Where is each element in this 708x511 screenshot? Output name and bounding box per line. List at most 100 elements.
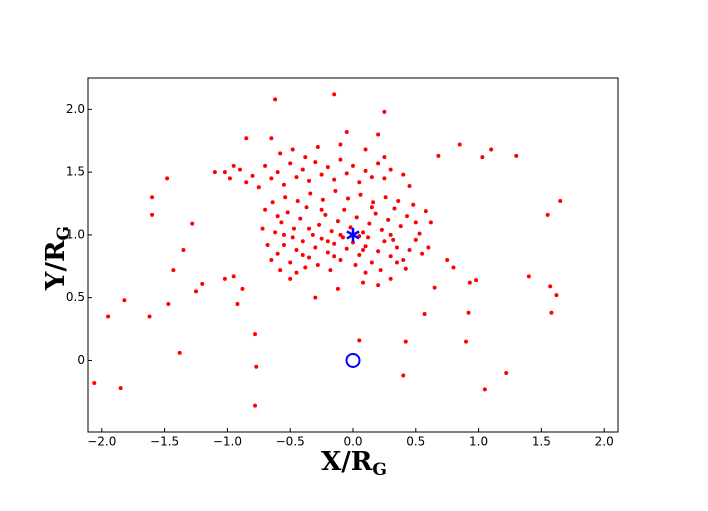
- point: [307, 255, 312, 260]
- point: [382, 155, 387, 160]
- point: [382, 176, 387, 181]
- point: [363, 244, 368, 249]
- point: [357, 253, 362, 257]
- point: [369, 175, 374, 180]
- point: [275, 170, 280, 175]
- point: [319, 236, 324, 241]
- point: [171, 268, 176, 273]
- point: [464, 339, 469, 344]
- point: [426, 245, 431, 250]
- point: [344, 171, 349, 176]
- plot-frame: [87, 77, 619, 433]
- point: [244, 180, 249, 185]
- point: [413, 237, 418, 242]
- y-axis-label-sub: G: [54, 226, 74, 241]
- point: [315, 263, 320, 268]
- point: [222, 276, 227, 281]
- point: [118, 386, 123, 391]
- point: [382, 239, 387, 244]
- point: [307, 178, 312, 183]
- point: [332, 254, 337, 259]
- point: [457, 142, 462, 147]
- point: [357, 180, 362, 185]
- point: [403, 266, 408, 271]
- point: [283, 195, 288, 200]
- x-tick-label: 0.0: [343, 435, 362, 449]
- point: [194, 289, 199, 294]
- point: [319, 207, 324, 212]
- point: [403, 339, 408, 344]
- point: [480, 155, 485, 160]
- point: [558, 199, 563, 204]
- point: [150, 212, 155, 217]
- x-tick-label: −2.0: [87, 435, 116, 449]
- point: [376, 249, 381, 254]
- point: [150, 195, 155, 200]
- point: [256, 185, 261, 190]
- point: [436, 153, 441, 158]
- point: [273, 230, 278, 235]
- point: [165, 176, 170, 181]
- point: [250, 173, 255, 178]
- point: [361, 247, 366, 252]
- point: [445, 258, 450, 263]
- point: [420, 251, 425, 256]
- point: [92, 381, 97, 386]
- point: [332, 241, 337, 246]
- point: [333, 188, 338, 193]
- x-tick-label: −1.0: [213, 435, 242, 449]
- point: [190, 221, 195, 226]
- point: [373, 211, 378, 216]
- point: [413, 220, 418, 225]
- point: [237, 167, 242, 172]
- point: [482, 387, 487, 392]
- point: [332, 92, 337, 97]
- point: [231, 163, 236, 168]
- point: [392, 206, 397, 211]
- point: [396, 199, 401, 204]
- point: [278, 268, 283, 273]
- point: [290, 147, 295, 152]
- point: [263, 207, 268, 212]
- point: [376, 283, 381, 288]
- point: [545, 212, 550, 217]
- point: [338, 258, 343, 263]
- point: [353, 263, 358, 268]
- point: [270, 200, 275, 205]
- point: [279, 220, 284, 225]
- point: [273, 97, 278, 102]
- point: [474, 278, 479, 283]
- point: [300, 167, 305, 172]
- point: [290, 235, 295, 240]
- point: [338, 157, 343, 162]
- point: [351, 163, 355, 168]
- point: [388, 276, 393, 281]
- point: [303, 265, 308, 270]
- point: [275, 214, 280, 219]
- point: [401, 373, 406, 378]
- point: [200, 281, 205, 286]
- point: [338, 142, 343, 147]
- x-tick-label: 1.5: [532, 435, 551, 449]
- point: [548, 284, 553, 289]
- point: [382, 109, 387, 114]
- point: [294, 270, 299, 275]
- point: [549, 310, 554, 315]
- point: [300, 239, 305, 244]
- point: [423, 209, 428, 214]
- point: [325, 239, 330, 244]
- point: [315, 145, 320, 150]
- point: [231, 274, 236, 279]
- point: [278, 151, 283, 156]
- point: [363, 147, 368, 152]
- x-axis-label: X/RG: [321, 447, 387, 480]
- y-tick-label: 0.5: [66, 290, 85, 304]
- point: [313, 160, 318, 165]
- point: [407, 183, 412, 188]
- point: [432, 285, 437, 290]
- point: [335, 219, 340, 224]
- point: [307, 226, 312, 231]
- point: [357, 338, 362, 343]
- point: [281, 232, 286, 237]
